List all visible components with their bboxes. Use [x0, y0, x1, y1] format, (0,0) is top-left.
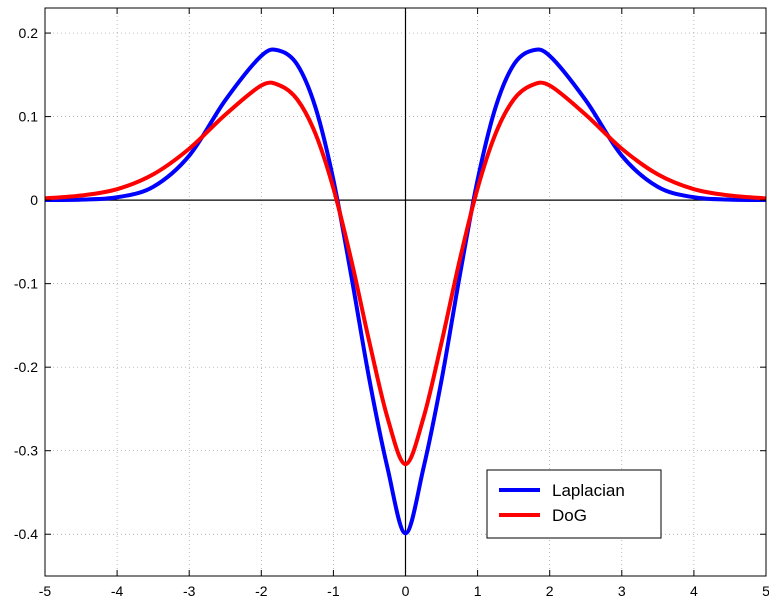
- x-tick-label: 0: [402, 583, 410, 599]
- x-tick-label: -2: [255, 583, 268, 599]
- tick-labels: -5 -4 -3 -2 -1 0 1 2 3 4 5 0.2 0.1 0 -0.1 -0.2 -0.3 -0.4: [14, 25, 769, 599]
- series-lines: [44, 47, 767, 536]
- x-tick-label: -5: [39, 583, 52, 599]
- x-tick-label: -1: [327, 583, 340, 599]
- x-tick-label: -3: [183, 583, 196, 599]
- x-tick-label: 5: [762, 583, 769, 599]
- series-line-dog: [44, 80, 767, 467]
- tick-marks: [44, 8, 767, 576]
- y-tick-label: -0.4: [14, 526, 38, 542]
- y-tick-label: -0.2: [14, 359, 38, 375]
- legend-label-dog: DoG: [552, 506, 587, 525]
- y-tick-label: -0.3: [14, 443, 38, 459]
- zero-lines: [45, 8, 766, 576]
- series-line-laplacian: [44, 47, 767, 536]
- y-tick-label: -0.1: [14, 276, 38, 292]
- x-tick-label: 3: [618, 583, 626, 599]
- y-tick-label: 0.2: [19, 25, 39, 41]
- x-tick-label: 4: [690, 583, 698, 599]
- legend: Laplacian DoG: [486, 469, 662, 539]
- y-tick-label: 0.1: [19, 109, 39, 125]
- x-tick-label: -4: [111, 583, 124, 599]
- legend-label-laplacian: Laplacian: [552, 481, 625, 500]
- y-tick-label: 0: [30, 192, 38, 208]
- legend-box: [486, 469, 662, 539]
- x-tick-label: 1: [474, 583, 482, 599]
- x-tick-label: 2: [546, 583, 554, 599]
